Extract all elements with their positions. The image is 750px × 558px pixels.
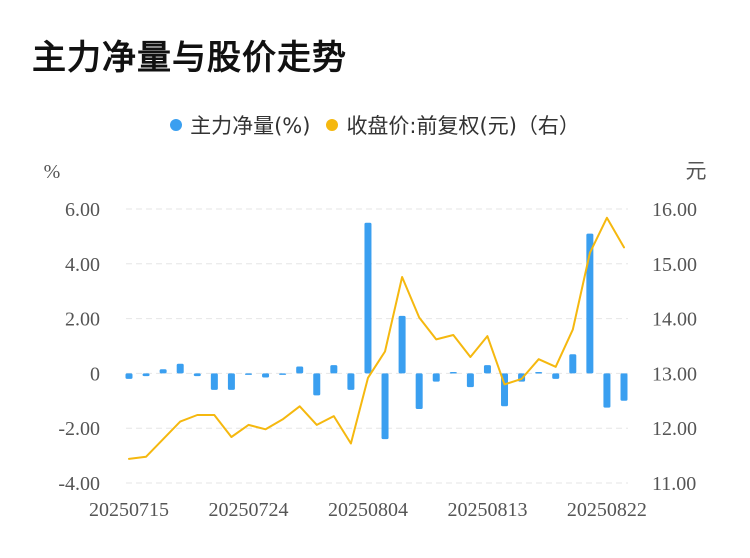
chart-legend: 主力净量(%) 收盘价:前复权(元)（右） [0,110,750,140]
legend-label-net-flow: 主力净量(%) [190,114,311,138]
left-axis-tick-label: -4.00 [58,473,100,495]
legend-item-net-flow[interactable]: 主力净量(%) [170,110,310,140]
net-flow-bar [125,373,133,379]
x-axis-tick-label: 20250822 [567,499,647,521]
net-flow-bar [483,365,491,374]
x-axis-tick-label: 20250804 [328,499,408,521]
net-flow-bar [364,222,372,374]
left-axis-tick-label: 0 [90,363,100,385]
net-flow-bar [210,373,218,390]
legend-dot-net-flow [170,119,183,131]
net-flow-bar [296,366,304,374]
x-axis-tick-label: 20250724 [208,499,288,521]
net-flow-bar [176,363,184,374]
net-flow-bar [227,373,235,390]
left-axis-tick-label: 6.00 [65,199,100,221]
net-flow-bar [586,233,594,374]
legend-label-close-price: 收盘价:前复权(元)（右） [346,114,580,138]
right-axis-tick-label: 11.00 [652,473,696,495]
net-flow-bar [330,365,338,374]
legend-item-close-price[interactable]: 收盘价:前复权(元)（右） [326,110,580,140]
net-flow-bar [552,373,560,379]
net-flow-bar [449,372,457,374]
right-axis-tick-label: 13.00 [652,363,697,385]
net-flow-bar [398,315,406,374]
net-flow-bar [142,373,150,377]
x-axis-tick-label: 20250715 [89,499,169,521]
left-axis-tick-label: -2.00 [58,418,100,440]
close-price-line [128,216,625,460]
right-axis-tick-label: 14.00 [652,309,697,331]
net-flow-bar [569,354,577,374]
net-flow-bar [466,373,474,388]
net-flow-bar [244,373,252,375]
right-axis-unit: 元 [686,159,707,183]
chart-title: 主力净量与股价走势 [32,38,347,78]
net-flow-bar [432,373,440,382]
legend-dot-close-price [326,119,339,131]
right-axis-tick-label: 16.00 [652,199,697,221]
net-flow-bar [279,373,287,375]
net-flow-bar [313,373,321,396]
right-axis-tick-label: 12.00 [652,418,697,440]
net-flow-bar [159,369,167,374]
left-axis-unit: % [44,161,61,183]
net-flow-bar [620,373,628,401]
net-flow-bar [381,373,389,440]
net-flow-bar [193,373,201,377]
x-axis-tick-label: 20250813 [447,499,527,521]
left-axis-tick-label: 4.00 [65,254,100,276]
net-flow-bar [535,372,543,374]
left-axis-tick-label: 2.00 [65,309,100,331]
right-axis-tick-label: 15.00 [652,254,697,276]
net-flow-bar [262,373,270,378]
net-flow-bar [603,373,611,408]
net-flow-bar [347,373,355,390]
net-flow-bar [415,373,423,410]
